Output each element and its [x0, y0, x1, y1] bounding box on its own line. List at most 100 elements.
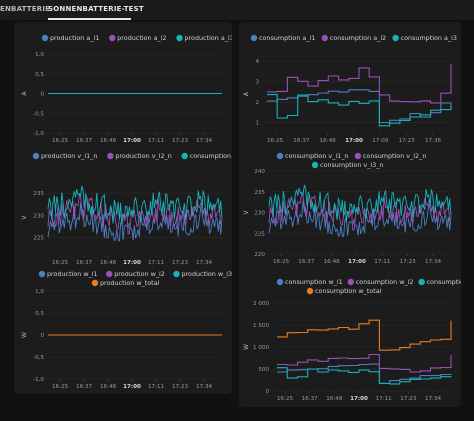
legend-label: production a_l2 — [117, 34, 166, 42]
legend-label: production w_l2 — [114, 270, 165, 278]
legend-label: production w_total — [100, 279, 160, 287]
x-tick-label: 17:11 — [374, 259, 391, 265]
legend-item[interactable]: production a_l1 — [41, 34, 100, 42]
y-tick-label: -0,5 — [33, 355, 44, 361]
legend-label: consumption w_l2 — [356, 278, 414, 286]
legend-item[interactable]: consumption w_l3 — [418, 278, 461, 286]
legend-label: production w_l3 — [182, 270, 233, 278]
series-line — [47, 185, 223, 226]
x-tick-label: 16:48 — [100, 138, 117, 144]
x-tick-label: 17:11 — [376, 396, 393, 402]
legend-label: consumption a_l1 — [259, 34, 315, 42]
legend-item[interactable]: production w_l1 — [38, 270, 98, 278]
legend-swatch — [176, 34, 183, 42]
tab-enbatterie[interactable]: ENBATTERIE — [0, 5, 51, 13]
x-tick-label: 16:37 — [76, 138, 93, 144]
legend-item[interactable]: production v_l1_n — [32, 152, 98, 160]
legend-item[interactable]: production a_l3 — [176, 34, 232, 42]
x-tick-label: 16:25 — [52, 260, 69, 266]
active-tab-indicator — [48, 18, 131, 20]
tab-sonnenbatterie-test[interactable]: SONNENBATTERIE-TEST — [48, 5, 144, 13]
legend-item[interactable]: production v_l2_n — [107, 152, 172, 160]
legend-swatch — [250, 34, 258, 42]
legend-item[interactable]: consumption a_l1 — [250, 34, 316, 42]
chart-production-voltage: production v_l1_n production v_l2_n consum… — [21, 152, 233, 266]
legend-item[interactable]: consumption v_l1_n — [276, 152, 349, 160]
card-right: consumption a_l1 consumption a_l2 consumpt… — [239, 22, 461, 407]
legend-swatch — [106, 270, 113, 278]
series-line — [267, 64, 452, 104]
y-tick-label: 0,5 — [35, 72, 44, 78]
y-axis-label: A — [243, 91, 250, 96]
legend-item[interactable]: consumption v_l2_n — [354, 152, 427, 160]
legend-label: consumption w_total — [315, 287, 382, 295]
y-tick-label: -0,5 — [33, 111, 44, 117]
x-tick-label: 17:11 — [148, 138, 165, 144]
legend-item[interactable]: production w_l2 — [106, 270, 165, 278]
x-tick-label: 16:25 — [52, 138, 69, 144]
x-tick-label: 17:23 — [400, 396, 417, 402]
legend-item[interactable]: production a_l2 — [109, 34, 167, 42]
legend-item[interactable]: production w_total — [91, 279, 160, 287]
x-tick-label: 17:34 — [425, 396, 442, 402]
legend-swatch — [32, 152, 40, 160]
y-tick-label: 1 — [255, 121, 259, 127]
x-tick-label: 17:00 — [123, 260, 141, 266]
legend-swatch — [41, 34, 49, 42]
x-tick-label: 17:11 — [148, 384, 165, 390]
legend-swatch — [107, 152, 114, 160]
y-tick-label: 240 — [254, 169, 265, 175]
legend-item[interactable]: consumption w_l2 — [347, 278, 414, 286]
legend-swatch — [109, 34, 116, 42]
legend-label: production a_l3 — [185, 34, 233, 42]
x-tick-label: 17:34 — [196, 260, 213, 266]
chart-consumption-current: consumption a_l1 consumption a_l2 consumpt… — [243, 34, 457, 144]
x-tick-label: 16:48 — [320, 138, 337, 144]
x-tick-label: 16:48 — [326, 396, 343, 402]
legend-swatch — [276, 278, 284, 286]
x-tick-label: 17:00 — [345, 138, 363, 144]
legend-item[interactable]: consumption v_l3_n — [311, 161, 384, 169]
legend-swatch — [181, 152, 188, 160]
series-line — [277, 353, 452, 373]
legend-label: production w_l1 — [47, 270, 98, 278]
y-axis-label: A — [21, 91, 28, 96]
legend-item[interactable]: consumption a_l3 — [392, 34, 457, 42]
y-tick-label: 4 — [255, 59, 259, 65]
x-tick-label: 16:37 — [76, 260, 93, 266]
legend-item[interactable]: consumption v_l3_n — [181, 152, 233, 160]
y-tick-label: 225 — [254, 231, 265, 237]
y-tick-label: 1,0 — [35, 289, 44, 295]
x-tick-label: 16:37 — [76, 384, 93, 390]
x-tick-label: 17:00 — [348, 259, 366, 265]
y-tick-label: 220 — [254, 252, 265, 258]
legend-swatch — [173, 270, 180, 278]
legend-item[interactable]: consumption w_total — [306, 287, 382, 295]
legend-label: consumption w_l3 — [427, 278, 461, 286]
series-line — [47, 194, 223, 235]
legend-swatch — [91, 279, 99, 287]
x-tick-label: 17:23 — [399, 138, 416, 144]
tab-bar: ENBATTERIE SONNENBATTERIE-TEST — [0, 0, 474, 20]
legend-label: consumption v_l3_n — [320, 161, 383, 169]
x-tick-label: 17:34 — [196, 384, 213, 390]
y-tick-label: 230 — [254, 211, 265, 217]
y-tick-label: 235 — [33, 191, 44, 197]
x-tick-label: 17:11 — [148, 260, 165, 266]
y-tick-label: 0 — [40, 333, 44, 339]
y-tick-label: 0 — [40, 92, 44, 98]
x-tick-label: 16:25 — [52, 384, 69, 390]
y-axis-label: V — [21, 215, 28, 220]
x-tick-label: 16:48 — [324, 259, 341, 265]
legend-label: production v_l1_n — [41, 152, 97, 160]
legend-label: consumption v_l2_n — [363, 152, 426, 160]
legend-item[interactable]: production w_l3 — [173, 270, 232, 278]
legend-swatch — [306, 287, 314, 295]
x-tick-label: 17:09 — [372, 138, 389, 144]
legend-item[interactable]: consumption a_l2 — [321, 34, 387, 42]
series-line — [277, 367, 452, 385]
legend-label: consumption v_l3_n — [190, 152, 232, 160]
y-tick-label: 225 — [33, 235, 44, 241]
legend-item[interactable]: consumption w_l1 — [276, 278, 343, 286]
y-axis-label: W — [21, 332, 28, 338]
